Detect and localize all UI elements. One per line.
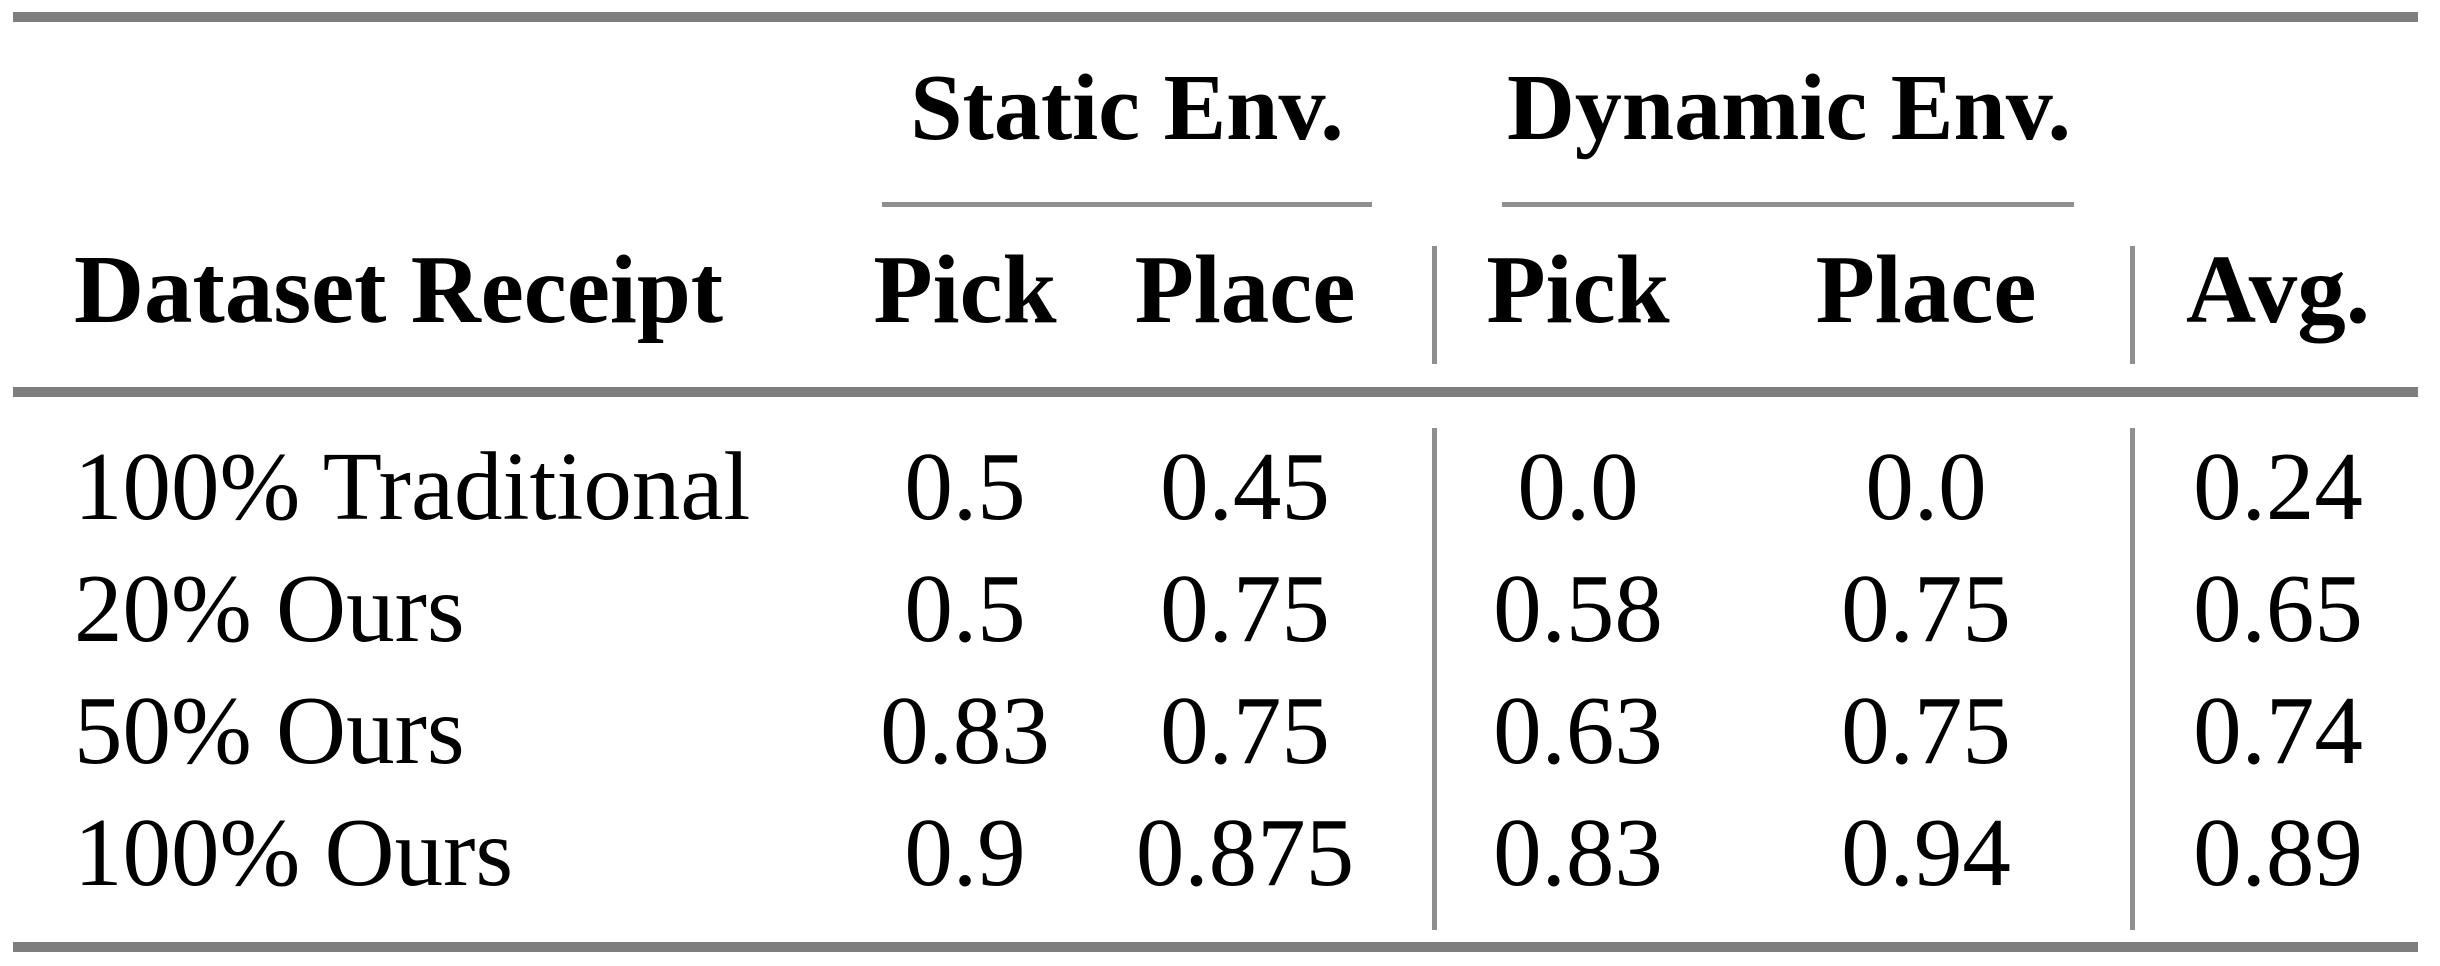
cell-static-place: 0.75 <box>1160 677 1330 784</box>
cell-dynamic-pick: 0.83 <box>1493 799 1663 906</box>
cell-dynamic-place: 0.0 <box>1865 433 1987 540</box>
cell-dynamic-pick: 0.63 <box>1493 677 1663 784</box>
cell-static-pick: 0.9 <box>904 799 1026 906</box>
cell-static-pick: 0.83 <box>880 677 1050 784</box>
cell-avg: 0.89 <box>2193 799 2363 906</box>
row-label: 100% Ours <box>74 799 514 906</box>
row-label: 20% Ours <box>74 555 465 662</box>
cell-avg: 0.24 <box>2193 433 2363 540</box>
header-static-place: Place <box>1134 236 1356 343</box>
header-avg: Avg. <box>2185 236 2371 343</box>
cell-dynamic-place: 0.75 <box>1841 677 2011 784</box>
cell-static-pick: 0.5 <box>904 433 1026 540</box>
header-dynamic-pick: Pick <box>1486 236 1670 343</box>
cell-avg: 0.65 <box>2193 555 2363 662</box>
row-label: 50% Ours <box>74 677 465 784</box>
header-static-pick: Pick <box>873 236 1057 343</box>
cell-dynamic-place: 0.75 <box>1841 555 2011 662</box>
header-dataset-receipt: Dataset Receipt <box>74 236 724 343</box>
row-label: 100% Traditional <box>74 433 751 540</box>
top-rule <box>13 12 2418 22</box>
cell-static-place: 0.75 <box>1160 555 1330 662</box>
cell-avg: 0.74 <box>2193 677 2363 784</box>
vertical-divider-2-body <box>2130 428 2135 930</box>
cell-static-pick: 0.5 <box>904 555 1026 662</box>
cell-dynamic-pick: 0.0 <box>1517 433 1639 540</box>
cell-static-place: 0.875 <box>1135 799 1355 906</box>
bottom-rule <box>13 942 2418 952</box>
vertical-divider-2-header <box>2130 246 2135 364</box>
header-dynamic-place: Place <box>1815 236 2037 343</box>
cell-dynamic-pick: 0.58 <box>1493 555 1663 662</box>
group-header-dynamic-env: Dynamic Env. <box>1506 56 2072 160</box>
vertical-divider-1-header <box>1432 246 1437 364</box>
mid-rule <box>13 387 2418 397</box>
vertical-divider-1-body <box>1432 428 1437 930</box>
static-group-underline <box>882 202 1372 207</box>
cell-dynamic-place: 0.94 <box>1841 799 2011 906</box>
dynamic-group-underline <box>1502 202 2074 207</box>
group-header-static-env: Static Env. <box>910 56 1344 160</box>
cell-static-place: 0.45 <box>1160 433 1330 540</box>
